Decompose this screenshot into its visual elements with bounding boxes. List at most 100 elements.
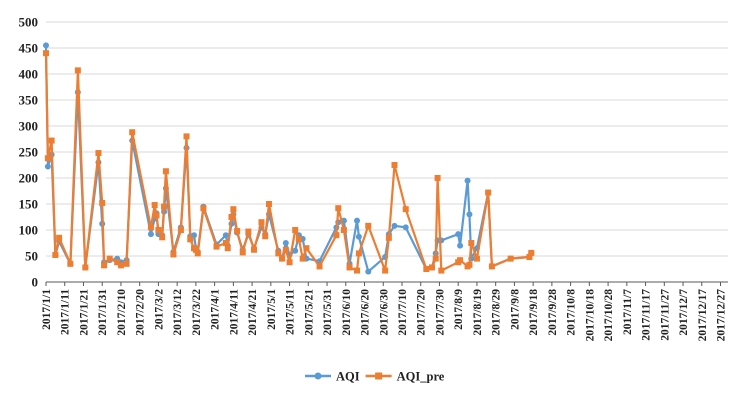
data-point-aqi-pre: [428, 264, 435, 271]
data-point-aqi: [147, 231, 154, 238]
data-point-aqi-pre: [192, 246, 199, 253]
data-point-aqi-pre: [95, 150, 102, 157]
data-point-aqi-pre: [239, 249, 246, 256]
data-point-aqi-pre: [382, 267, 389, 274]
data-point-aqi-pre: [438, 267, 445, 274]
y-tick-label: 400: [19, 67, 39, 82]
data-point-aqi-pre: [432, 255, 439, 262]
series-lines: [43, 42, 535, 275]
data-point-aqi-pre: [385, 234, 392, 241]
x-tick-label: 2017/3/2: [153, 289, 165, 330]
data-point-aqi-pre: [402, 206, 409, 213]
data-point-aqi-pre: [316, 263, 323, 270]
x-tick-label: 2017/4/21: [247, 289, 259, 336]
data-point-aqi: [365, 268, 372, 275]
data-point-aqi-pre: [177, 227, 184, 233]
data-point-aqi-pre: [74, 67, 81, 74]
data-point-aqi-pre: [56, 234, 63, 241]
x-tick-label: 2017/1/31: [97, 289, 109, 336]
data-point-aqi-pre: [282, 246, 289, 253]
y-tick-label: 250: [19, 145, 39, 160]
y-tick-label: 300: [19, 119, 39, 134]
data-point-aqi: [222, 232, 229, 239]
data-point-aqi-pre: [187, 236, 194, 243]
data-point-aqi-pre: [123, 260, 130, 267]
x-tick-label: 2017/1/1: [41, 289, 53, 330]
data-point-aqi-pre: [258, 219, 265, 226]
data-point-aqi-pre: [355, 250, 362, 257]
data-point-aqi-pre: [507, 255, 514, 262]
data-point-aqi: [282, 240, 289, 246]
data-point-aqi-pre: [488, 263, 495, 270]
data-point-aqi-pre: [162, 168, 169, 175]
legend-marker-aqi-pre: [375, 372, 383, 380]
x-tick-label: 2017/5/11: [285, 289, 297, 335]
data-point-aqi-pre: [234, 228, 241, 235]
x-tick-label: 2017/9/28: [547, 289, 559, 336]
x-tick-label: 2017/10/28: [603, 289, 615, 342]
data-point-aqi-pre: [292, 227, 299, 233]
data-point-aqi-pre: [365, 222, 372, 229]
x-tick-label: 2017/9/18: [528, 289, 540, 336]
data-point-aqi-pre: [106, 255, 113, 262]
data-point-aqi-pre: [473, 255, 480, 262]
data-point-aqi: [466, 211, 473, 218]
x-tick-label: 2017/8/9: [453, 289, 465, 330]
data-point-aqi-pre: [391, 162, 398, 168]
data-point-aqi-pre: [151, 202, 158, 209]
x-tick-label: 2017/11/7: [622, 289, 634, 335]
y-tick-label: 50: [25, 249, 38, 264]
data-point-aqi-pre: [222, 240, 229, 246]
data-point-aqi-pre: [466, 261, 473, 268]
data-point-aqi-pre: [101, 262, 108, 269]
y-tick-label: 500: [19, 15, 39, 30]
x-tick-label: 2017/4/11: [228, 289, 240, 335]
x-tick-label: 2017/2/20: [135, 289, 147, 336]
y-tick-label: 0: [32, 275, 39, 290]
x-tick-label: 2017/12/17: [697, 289, 709, 342]
x-tick-label: 2017/12/27: [716, 289, 728, 342]
data-point-aqi-pre: [299, 255, 306, 262]
x-tick-label: 2017/8/29: [491, 289, 503, 336]
y-tick-label: 450: [19, 41, 39, 56]
x-tick-label: 2017/11/17: [641, 289, 653, 341]
x-tick-label: 2017/2/10: [116, 289, 128, 336]
x-tick-label: 2017/3/22: [191, 289, 203, 336]
data-point-aqi: [292, 247, 299, 254]
data-point-aqi-pre: [117, 262, 124, 269]
data-point-aqi-pre: [250, 246, 257, 253]
x-tick-label: 2017/5/31: [322, 289, 334, 336]
y-tick-label: 100: [19, 223, 39, 238]
legend-marker-aqi: [314, 372, 322, 380]
x-tick-label: 2017/7/30: [434, 289, 446, 336]
data-point-aqi-pre: [200, 205, 207, 212]
data-point-aqi-pre: [335, 205, 342, 212]
data-point-aqi-pre: [340, 227, 347, 233]
data-point-aqi-pre: [153, 212, 160, 219]
x-tick-label: 2017/7/20: [416, 289, 428, 336]
x-tick-label: 2017/5/1: [266, 289, 278, 330]
y-tick-label: 200: [19, 171, 39, 186]
data-point-aqi-pre: [159, 234, 166, 241]
data-point-aqi-pre: [43, 50, 49, 57]
data-point-aqi-pre: [434, 175, 441, 181]
data-point-aqi-pre: [230, 206, 237, 213]
data-point-aqi-pre: [52, 251, 59, 258]
data-point-aqi-pre: [423, 266, 430, 272]
y-tick-label: 150: [19, 197, 39, 212]
data-point-aqi-pre: [279, 255, 286, 262]
data-point-aqi-pre: [194, 250, 201, 257]
data-point-aqi: [43, 42, 49, 49]
x-tick-label: 2017/5/21: [303, 289, 315, 336]
data-point-aqi: [464, 177, 471, 184]
y-tick-label: 350: [19, 93, 39, 108]
x-tick-label: 2017/12/7: [678, 289, 690, 336]
x-tick-label: 2017/3/12: [172, 289, 184, 336]
data-point-aqi-pre: [155, 227, 162, 233]
x-tick-label: 2017/6/10: [341, 289, 353, 336]
data-point-aqi: [455, 231, 462, 238]
data-point-aqi: [44, 163, 51, 170]
legend: AQI AQI_pre: [305, 370, 445, 384]
